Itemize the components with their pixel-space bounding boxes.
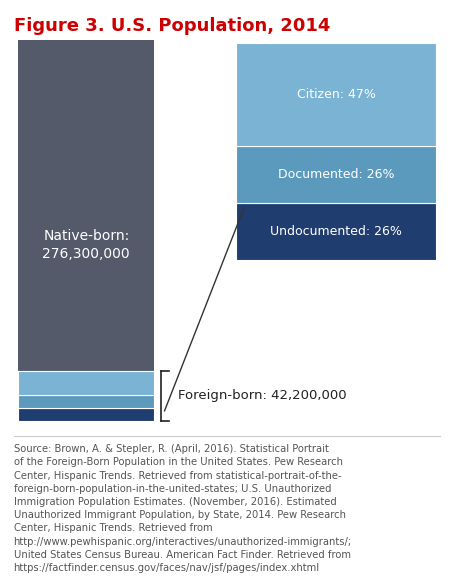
Bar <box>18 408 154 421</box>
Text: Source: Brown, A. & Stepler, R. (April, 2016). Statistical Portrait
of the Forei: Source: Brown, A. & Stepler, R. (April, … <box>14 444 352 573</box>
Bar <box>18 371 154 395</box>
Text: Documented: 26%: Documented: 26% <box>278 168 394 181</box>
Text: Native-born:
276,300,000: Native-born: 276,300,000 <box>42 229 130 261</box>
Bar <box>236 145 436 203</box>
Text: Undocumented: 26%: Undocumented: 26% <box>270 224 402 238</box>
Text: Foreign-born: 42,200,000: Foreign-born: 42,200,000 <box>178 389 347 403</box>
Bar <box>18 40 154 371</box>
Bar <box>236 203 436 260</box>
Bar <box>236 43 436 145</box>
Text: Figure 3. U.S. Population, 2014: Figure 3. U.S. Population, 2014 <box>14 17 330 35</box>
Text: Citizen: 47%: Citizen: 47% <box>296 88 375 100</box>
Bar <box>18 395 154 408</box>
